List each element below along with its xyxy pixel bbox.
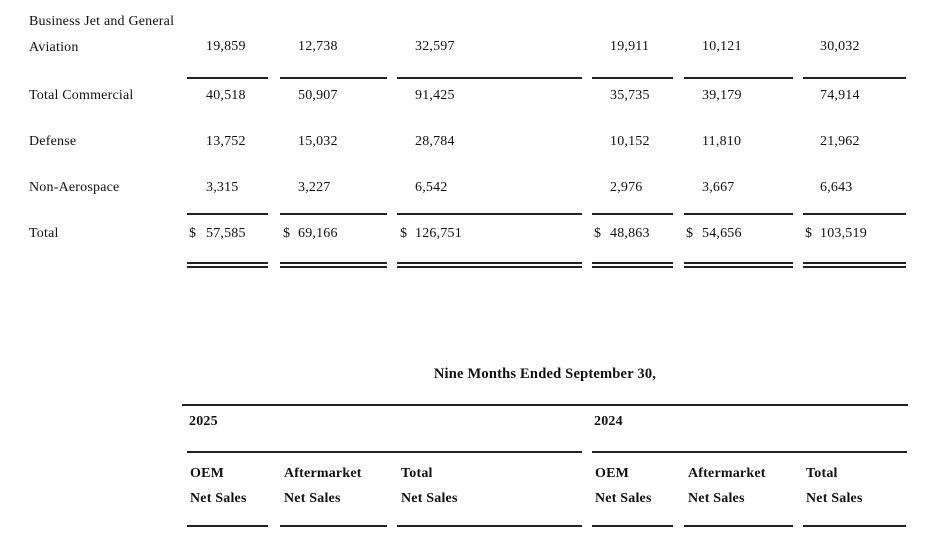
dollar-sign: $ <box>400 226 408 241</box>
column-header-line2: Net Sales <box>284 491 341 506</box>
column-header-line1: Aftermarket <box>284 466 362 481</box>
cell-tc-2024-oem: 35,735 <box>610 88 650 103</box>
column-header-line1: OEM <box>595 466 630 481</box>
column-rule <box>684 77 793 79</box>
cell-def-2024-total: 21,962 <box>820 134 860 149</box>
row-label-defense: Defense <box>29 134 77 149</box>
cell-na-2025-total: 6,542 <box>415 180 448 195</box>
column-rule <box>397 525 582 527</box>
column-rule <box>592 525 673 527</box>
row-label-business-jet-general-aviation: Business Jet and General Aviation <box>29 14 175 55</box>
dollar-sign: $ <box>686 226 694 241</box>
cell-tc-2025-total: 91,425 <box>415 88 455 103</box>
cell-na-2025-aftermarket: 3,227 <box>298 180 331 195</box>
cell-total-2025-oem: 57,585 <box>206 226 246 241</box>
row-label-total-commercial: Total Commercial <box>29 88 134 103</box>
cell-tc-2025-aftermarket: 50,907 <box>298 88 338 103</box>
column-rule <box>280 213 387 215</box>
row-label-non-aerospace: Non-Aerospace <box>29 180 120 195</box>
cell-total-2025-aftermarket: 69,166 <box>298 226 338 241</box>
cell-tc-2024-total: 74,914 <box>820 88 860 103</box>
column-header-aftermarket-2025: Aftermarket Net Sales <box>284 461 362 511</box>
cell-tc-2024-aftermarket: 39,179 <box>702 88 742 103</box>
column-rule <box>803 525 906 527</box>
cell-def-2025-total: 28,784 <box>415 134 455 149</box>
period-title-rule <box>182 404 908 406</box>
column-rule <box>280 525 387 527</box>
column-header-line2: Net Sales <box>688 491 745 506</box>
cell-bj-2025-aftermarket: 12,738 <box>298 39 338 54</box>
double-rule <box>803 262 906 268</box>
cell-na-2024-oem: 2,976 <box>610 180 643 195</box>
cell-bj-2024-total: 30,032 <box>820 39 860 54</box>
column-rule <box>187 213 268 215</box>
column-header-total-2025: Total Net Sales <box>401 461 458 511</box>
cell-total-2024-aftermarket: 54,656 <box>702 226 742 241</box>
year-group-rule-2024 <box>592 451 907 453</box>
year-2025-label: 2025 <box>189 414 218 429</box>
double-rule <box>397 262 582 268</box>
double-rule <box>280 262 387 268</box>
column-rule <box>187 77 268 79</box>
period-title: Nine Months Ended September 30, <box>433 366 657 382</box>
column-header-oem-2024: OEM Net Sales <box>595 461 652 511</box>
dollar-sign: $ <box>805 226 813 241</box>
column-rule <box>397 77 582 79</box>
cell-def-2024-oem: 10,152 <box>610 134 650 149</box>
year-2024-label: 2024 <box>594 414 623 429</box>
cell-na-2025-oem: 3,315 <box>206 180 239 195</box>
double-rule <box>592 262 673 268</box>
column-header-aftermarket-2024: Aftermarket Net Sales <box>688 461 766 511</box>
column-header-line2: Net Sales <box>806 491 863 506</box>
cell-def-2024-aftermarket: 11,810 <box>702 134 742 149</box>
column-rule <box>803 213 906 215</box>
column-rule <box>187 525 268 527</box>
column-header-line2: Net Sales <box>401 491 458 506</box>
cell-tc-2025-oem: 40,518 <box>206 88 246 103</box>
double-rule <box>187 262 268 268</box>
column-header-line2: Net Sales <box>595 491 652 506</box>
column-rule <box>592 213 673 215</box>
column-header-line1: Total <box>401 466 433 481</box>
column-rule <box>397 213 582 215</box>
column-header-total-2024: Total Net Sales <box>806 461 863 511</box>
cell-bj-2025-oem: 19,859 <box>206 39 246 54</box>
cell-total-2024-oem: 48,863 <box>610 226 650 241</box>
column-header-line1: Total <box>806 466 838 481</box>
cell-def-2025-aftermarket: 15,032 <box>298 134 338 149</box>
double-rule <box>684 262 793 268</box>
column-rule <box>803 77 906 79</box>
cell-na-2024-aftermarket: 3,667 <box>702 180 735 195</box>
column-header-line2: Net Sales <box>190 491 247 506</box>
column-rule <box>280 77 387 79</box>
year-group-rule-2025 <box>187 451 582 453</box>
cell-total-2024-total: 103,519 <box>820 226 867 241</box>
column-header-line1: Aftermarket <box>688 466 766 481</box>
column-rule <box>684 213 793 215</box>
dollar-sign: $ <box>283 226 291 241</box>
cell-na-2024-total: 6,643 <box>820 180 853 195</box>
dollar-sign: $ <box>594 226 602 241</box>
column-rule <box>592 77 673 79</box>
dollar-sign: $ <box>189 226 197 241</box>
column-header-oem-2025: OEM Net Sales <box>190 461 247 511</box>
cell-bj-2024-oem: 19,911 <box>610 39 650 54</box>
row-label-total: Total <box>29 226 59 241</box>
column-rule <box>684 525 793 527</box>
column-header-line1: OEM <box>190 466 225 481</box>
cell-total-2025-total: 126,751 <box>415 226 462 241</box>
cell-bj-2025-total: 32,597 <box>415 39 455 54</box>
cell-def-2025-oem: 13,752 <box>206 134 246 149</box>
cell-bj-2024-aftermarket: 10,121 <box>702 39 742 54</box>
